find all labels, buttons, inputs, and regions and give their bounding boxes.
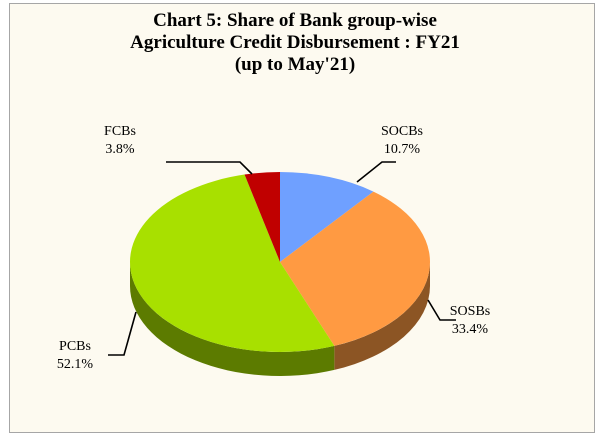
value-label: 52.1% xyxy=(57,357,94,372)
category-label: FCBs xyxy=(104,124,136,139)
value-label: 33.4% xyxy=(452,322,489,337)
leader-line xyxy=(108,311,137,356)
value-label: 10.7% xyxy=(384,142,421,157)
leader-line xyxy=(356,161,396,183)
leader-line xyxy=(166,161,253,175)
value-label: 3.8% xyxy=(105,142,135,157)
category-label: SOSBs xyxy=(450,304,490,319)
pie-slice xyxy=(280,172,374,262)
pie-slice-side xyxy=(334,262,430,370)
pie-slice-side xyxy=(129,262,335,377)
category-label: SOCBs xyxy=(381,124,423,139)
leader-line xyxy=(427,299,456,321)
pie-slice xyxy=(130,174,335,352)
pie-slice xyxy=(280,191,431,346)
category-label: PCBs xyxy=(59,339,91,354)
pie-slice xyxy=(244,172,280,262)
chart-title: Chart 5: Share of Bank group-wise Agricu… xyxy=(130,10,460,75)
